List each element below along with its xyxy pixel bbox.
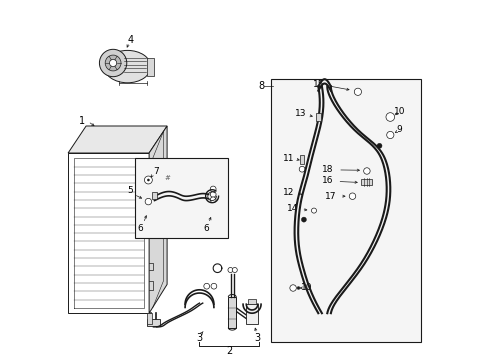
Circle shape bbox=[99, 49, 126, 77]
Circle shape bbox=[385, 113, 394, 121]
Text: 14: 14 bbox=[286, 204, 298, 213]
Text: 3: 3 bbox=[196, 333, 202, 343]
Text: 2: 2 bbox=[226, 346, 232, 356]
Text: 6: 6 bbox=[137, 224, 142, 233]
Text: 1: 1 bbox=[79, 116, 85, 126]
Polygon shape bbox=[68, 153, 149, 313]
Text: 12: 12 bbox=[283, 188, 294, 197]
Circle shape bbox=[227, 267, 232, 273]
Circle shape bbox=[203, 283, 209, 289]
Circle shape bbox=[376, 143, 381, 148]
Text: 8: 8 bbox=[258, 81, 264, 91]
Bar bbox=[228, 297, 236, 328]
Circle shape bbox=[210, 197, 216, 203]
Circle shape bbox=[311, 208, 316, 213]
Bar bbox=[300, 155, 303, 164]
Circle shape bbox=[296, 287, 299, 289]
Ellipse shape bbox=[104, 50, 151, 83]
Bar bbox=[146, 319, 160, 326]
Circle shape bbox=[348, 193, 355, 199]
Bar bbox=[146, 313, 152, 324]
Text: 16: 16 bbox=[321, 176, 332, 185]
Circle shape bbox=[386, 131, 393, 139]
Circle shape bbox=[109, 59, 117, 67]
Text: 6: 6 bbox=[203, 224, 209, 233]
Text: 17: 17 bbox=[325, 192, 336, 201]
Bar bbox=[147, 58, 154, 76]
Text: 3: 3 bbox=[254, 333, 261, 343]
Text: 18: 18 bbox=[321, 165, 332, 174]
Bar bbox=[134, 158, 228, 238]
Polygon shape bbox=[68, 126, 167, 153]
Bar bbox=[271, 79, 420, 342]
Bar bbox=[246, 304, 257, 324]
Text: 11: 11 bbox=[283, 154, 294, 163]
Circle shape bbox=[354, 88, 361, 95]
Text: 5: 5 bbox=[127, 186, 133, 195]
Text: 13: 13 bbox=[294, 109, 305, 118]
Polygon shape bbox=[149, 126, 167, 313]
Text: 10: 10 bbox=[393, 107, 404, 116]
Text: 4: 4 bbox=[128, 35, 134, 45]
Text: 10: 10 bbox=[301, 284, 312, 292]
Text: 7: 7 bbox=[153, 166, 159, 176]
Bar bbox=[361, 179, 371, 185]
Circle shape bbox=[299, 166, 305, 172]
Circle shape bbox=[147, 179, 149, 181]
Text: 15: 15 bbox=[312, 80, 324, 89]
Bar bbox=[316, 113, 320, 121]
Circle shape bbox=[105, 55, 121, 71]
Circle shape bbox=[301, 217, 306, 222]
Circle shape bbox=[210, 186, 216, 192]
Circle shape bbox=[289, 285, 296, 291]
Text: #: # bbox=[164, 175, 170, 181]
Circle shape bbox=[363, 168, 369, 174]
Circle shape bbox=[232, 267, 237, 273]
Bar bbox=[247, 299, 256, 304]
Bar bbox=[152, 192, 157, 199]
Circle shape bbox=[145, 198, 151, 205]
Circle shape bbox=[211, 283, 216, 289]
Circle shape bbox=[144, 176, 152, 184]
Circle shape bbox=[210, 192, 216, 197]
Text: 9: 9 bbox=[396, 125, 401, 134]
